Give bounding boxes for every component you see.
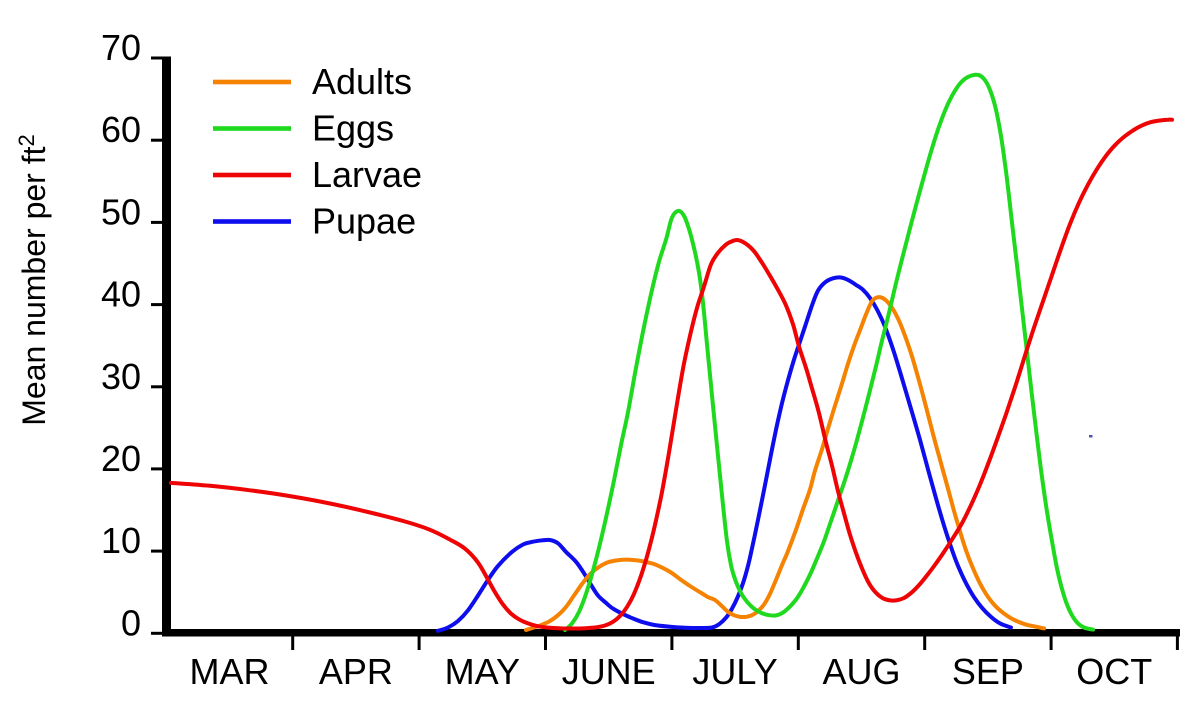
- svg-text:40: 40: [101, 274, 141, 315]
- svg-text:AUG: AUG: [822, 651, 900, 692]
- svg-text:60: 60: [101, 109, 141, 150]
- svg-text:JULY: JULY: [692, 651, 777, 692]
- svg-text:MAR: MAR: [190, 651, 270, 692]
- svg-text:MAY: MAY: [445, 651, 520, 692]
- svg-text:SEP: SEP: [952, 651, 1024, 692]
- svg-text:Eggs: Eggs: [312, 108, 394, 149]
- svg-text:JUNE: JUNE: [562, 651, 656, 692]
- svg-text:70: 70: [101, 27, 141, 68]
- svg-text:30: 30: [101, 356, 141, 397]
- svg-text:Mean number per ft2: Mean number per ft2: [14, 134, 52, 426]
- svg-text:APR: APR: [319, 651, 393, 692]
- svg-text:Adults: Adults: [312, 61, 412, 102]
- svg-text:Pupae: Pupae: [312, 201, 416, 242]
- svg-text:50: 50: [101, 191, 141, 232]
- svg-text:Larvae: Larvae: [312, 154, 422, 195]
- svg-text:OCT: OCT: [1076, 651, 1152, 692]
- svg-text:20: 20: [101, 438, 141, 479]
- svg-text:10: 10: [101, 520, 141, 561]
- svg-text:0: 0: [121, 602, 141, 643]
